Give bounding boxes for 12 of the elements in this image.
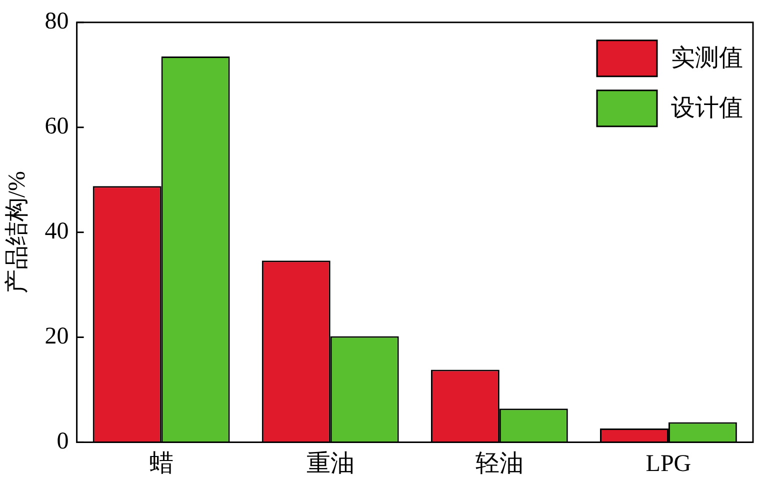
y-tick-label: 80 bbox=[44, 8, 69, 35]
x-tick-label: LPG bbox=[646, 450, 692, 477]
y-tick-label: 0 bbox=[56, 428, 69, 454]
legend-label: 设计值 bbox=[671, 96, 743, 122]
legend-label: 实测值 bbox=[671, 44, 743, 72]
x-tick-label: 轻油 bbox=[475, 450, 524, 477]
y-tick-label: 60 bbox=[44, 114, 69, 140]
x-tick-label: 蜡 bbox=[149, 450, 174, 477]
y-tick-label: 20 bbox=[44, 324, 69, 350]
y-tick-label: 40 bbox=[44, 218, 69, 245]
y-axis-title: 产品结构/% bbox=[4, 170, 31, 294]
x-tick-label: 重油 bbox=[306, 450, 354, 477]
